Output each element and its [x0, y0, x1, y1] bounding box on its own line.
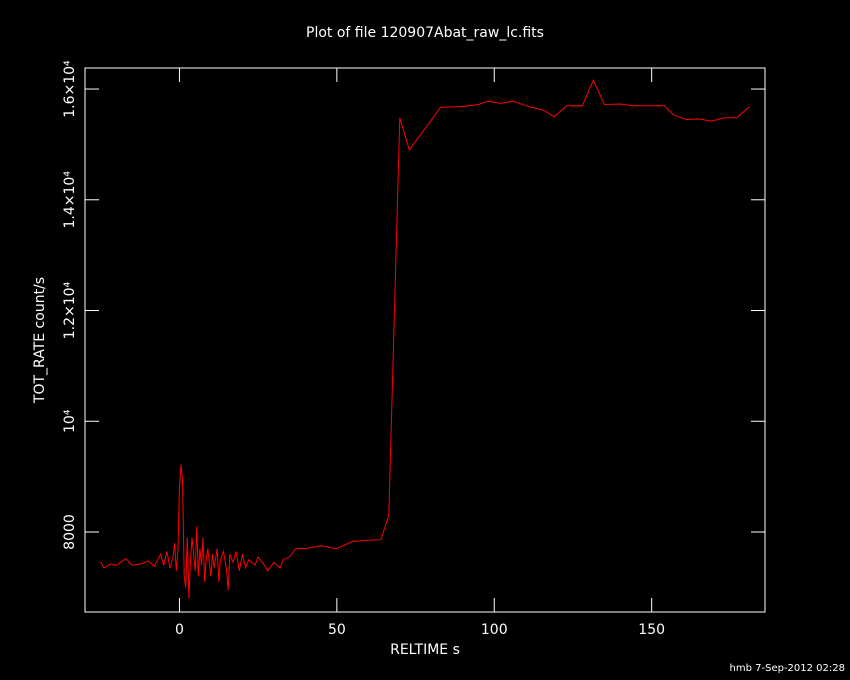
- chart-title: Plot of file 120907Abat_raw_lc.fits: [306, 25, 544, 41]
- plot-frame: [84, 67, 766, 613]
- y-axis-label: TOT_RATE count/s: [32, 277, 48, 404]
- y-tick-label: 1.6×10⁴: [62, 60, 78, 118]
- x-axis-label: RELTIME s: [390, 642, 460, 658]
- x-tick-label: 0: [175, 622, 184, 638]
- x-tick-label: 50: [328, 622, 346, 638]
- x-tick-label: 150: [638, 622, 665, 638]
- y-tick-label: 8000: [62, 514, 78, 550]
- y-tick-label: 1.2×10⁴: [62, 281, 78, 339]
- y-tick-label: 1.4×10⁴: [62, 171, 78, 229]
- data-line: [100, 78, 750, 599]
- footer: hmb 7-Sep-2012 02:28: [730, 663, 845, 674]
- y-tick-label: 10⁴: [62, 409, 78, 433]
- x-tick-label: 100: [481, 622, 508, 638]
